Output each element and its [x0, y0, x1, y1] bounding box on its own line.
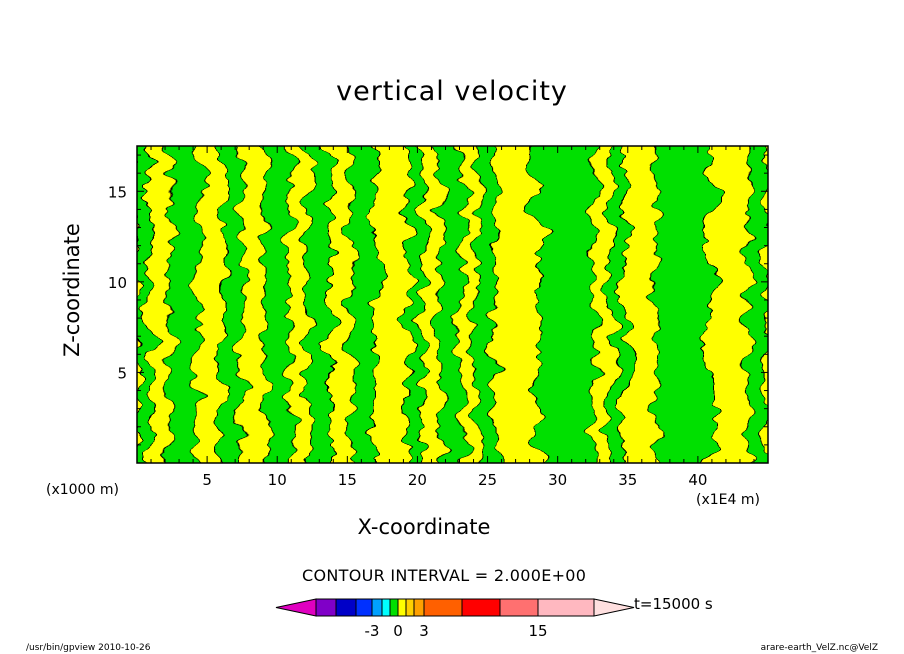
chart-title: vertical velocity [336, 76, 568, 107]
x-tick-label: 35 [618, 471, 637, 489]
contour-interval-label: CONTOUR INTERVAL = 2.000E+00 [302, 566, 587, 585]
colorbar-box [461, 598, 501, 617]
colorbar: -3 0 3 15 [275, 598, 635, 640]
x-tick-label: 20 [408, 471, 427, 489]
x-tick-label: 30 [548, 471, 567, 489]
time-label: t=15000 s [634, 595, 713, 613]
y-axis-label: Z-coordinate [60, 223, 84, 357]
colorbar-box [397, 598, 407, 617]
negative-band [475, 146, 496, 463]
colorbar-box [389, 598, 399, 617]
colorbar-box [371, 598, 383, 617]
colorbar-tick-label: 3 [419, 622, 429, 640]
velocity-field [137, 146, 768, 463]
x-tick-label: 10 [268, 471, 287, 489]
colorbar-box [423, 598, 463, 617]
colorbar-box [381, 598, 391, 617]
colorbar-box [355, 598, 373, 617]
y-tick-label: 10 [108, 274, 127, 292]
negative-band [408, 146, 424, 463]
footer-file: arare-earth_VelZ.nc@VelZ [760, 643, 878, 653]
negative-band [222, 146, 243, 463]
negative-band [655, 146, 712, 463]
y-tick-label: 5 [117, 364, 127, 382]
negative-band [137, 146, 152, 463]
colorbar-box [335, 598, 357, 617]
x-tick-label: 15 [338, 471, 357, 489]
plot-frame [136, 145, 769, 464]
negative-band [264, 146, 291, 463]
colorbar-box [499, 598, 539, 617]
negative-band [349, 146, 375, 463]
negative-band [537, 146, 595, 463]
negative-band [610, 146, 626, 463]
colorbar-over-arrow [593, 598, 635, 617]
x-unit-label: (x1000 m) [46, 482, 119, 498]
colorbar-box [413, 598, 425, 617]
negative-band [307, 146, 332, 463]
colorbar-tick-label: 0 [393, 622, 403, 640]
colorbar-tick-label: 15 [528, 622, 547, 640]
x-axis-label: X-coordinate [357, 515, 491, 539]
colorbar-under-arrow [275, 598, 317, 617]
y-unit-label: (x1E4 m) [696, 492, 760, 508]
x-tick-label: 40 [688, 471, 707, 489]
x-tick-label: 5 [202, 471, 212, 489]
colorbar-box [315, 598, 337, 617]
x-tick-label: 25 [478, 471, 497, 489]
colorbar-box [537, 598, 595, 617]
negative-band [439, 146, 463, 463]
y-tick-label: 15 [108, 183, 127, 201]
negative-band [747, 146, 768, 463]
colorbar-tick-label: -3 [365, 622, 380, 640]
negative-band [168, 146, 198, 463]
colorbar-box [405, 598, 415, 617]
footer-command: /usr/bin/gpview 2010-10-26 [26, 643, 151, 653]
